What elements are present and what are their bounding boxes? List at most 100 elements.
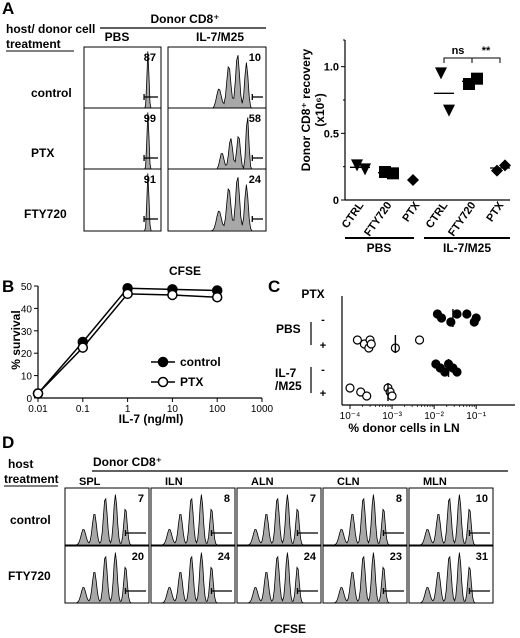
c-xtick-1: 10⁻³ xyxy=(382,411,402,422)
a-row-control: control xyxy=(31,86,72,100)
b-legend-marker-0 xyxy=(157,356,169,368)
b-xtick-5: 1000 xyxy=(251,404,274,415)
c-point-r0-3 xyxy=(452,309,462,319)
d-col-mln: MLN xyxy=(423,476,447,488)
a-point-0 xyxy=(351,159,363,172)
a-histogram-r0-c0: 87 xyxy=(83,46,162,110)
d-histogram-r0-c3-percent: 8 xyxy=(396,493,402,505)
d-col-iln: ILN xyxy=(165,476,183,488)
c-xtick-2: 10⁻² xyxy=(424,411,444,422)
c-point-r2-5 xyxy=(452,367,462,377)
d-row-fty720: FTY720 xyxy=(8,569,51,583)
a-cat-1: FTY720 xyxy=(362,200,394,239)
c-point-r0-5 xyxy=(469,317,479,327)
a-ylabel-2: (x10⁶) xyxy=(313,93,327,127)
c-group-m25: /M25 xyxy=(275,379,302,393)
a-point-8 xyxy=(471,72,483,85)
c-ptx-sign-1: + xyxy=(320,340,326,352)
c-point-r0-2 xyxy=(446,317,456,327)
d-histogram-r1-c1: 24 xyxy=(150,545,236,604)
c-header-ptx: PTX xyxy=(301,287,324,301)
panel-label-d: D xyxy=(2,433,14,452)
a-point-6 xyxy=(443,104,455,117)
a-sig-bracket-1 xyxy=(471,57,501,63)
a-histogram-r0-c1: 10 xyxy=(167,46,267,110)
c-point-r1-0 xyxy=(352,335,363,345)
c-group-il7: IL-7 xyxy=(275,366,297,380)
d-histogram-r1-c0: 20 xyxy=(64,545,150,604)
a-column-group: Donor CD8⁺ xyxy=(151,12,220,26)
a-col-il7: IL-7/M25 xyxy=(196,30,244,44)
b-ytick-1: 10 xyxy=(21,372,33,383)
a-row-header-2: treatment xyxy=(6,37,61,51)
a-cat-5: PTX xyxy=(484,199,506,224)
panel-label-a: A xyxy=(2,0,14,18)
panel-label-c: C xyxy=(268,277,280,296)
a-histogram-r0-c1-percent: 10 xyxy=(249,52,261,64)
a-col-pbs: PBS xyxy=(105,30,130,44)
c-point-r1-4 xyxy=(366,339,376,349)
c-xtick-0: 10⁻⁴ xyxy=(340,411,361,422)
d-column-group: Donor CD8⁺ xyxy=(93,455,162,469)
a-row-ptx: PTX xyxy=(31,146,54,160)
d-histogram-r0-c0-percent: 7 xyxy=(138,493,144,505)
b-ytick-4: 40 xyxy=(21,304,33,315)
d-histogram-r0-c2: 7 xyxy=(236,487,322,546)
c-xlabel: % donor cells in LN xyxy=(348,421,459,435)
a-row-header-1: host/ donor cell xyxy=(6,22,95,36)
d-row-header-1: host xyxy=(8,457,33,471)
a-ylabel-1: Donor CD8⁺ recovery xyxy=(299,48,313,171)
d-histogram-r0-c2-percent: 7 xyxy=(310,493,316,505)
b-ylabel: % survival xyxy=(9,310,23,369)
a-point-1 xyxy=(359,163,371,176)
c-xtick-3: 10⁻¹ xyxy=(466,411,486,422)
d-histogram-r1-c4: 31 xyxy=(408,545,494,604)
panel-label-b: B xyxy=(2,277,14,296)
b-legend-label-1: PTX xyxy=(180,375,203,389)
d-histogram-r1-c3: 23 xyxy=(322,545,408,604)
b-point-s1-1 xyxy=(77,342,89,353)
b-xlabel: IL-7 (ng/ml) xyxy=(119,412,184,426)
a-cat-3: CTRL xyxy=(424,200,451,231)
a-row-fty720: FTY720 xyxy=(24,207,67,221)
b-point-s1-3 xyxy=(167,289,178,301)
d-histogram-r1-c4-percent: 31 xyxy=(476,551,488,563)
c-ptx-sign-0: - xyxy=(321,314,325,326)
d-histogram-r0-c4: 10 xyxy=(408,487,494,546)
c-point-r0-1 xyxy=(436,313,447,323)
a-histogram-r2-c0: 91 xyxy=(83,168,162,232)
d-histogram-r0-c1-percent: 8 xyxy=(224,493,230,505)
a-sig-bracket-0 xyxy=(443,57,473,63)
d-histogram-r0-c1: 8 xyxy=(150,487,236,546)
a-histogram-r1-c1-percent: 58 xyxy=(249,113,261,125)
d-col-aln: ALN xyxy=(251,476,274,488)
b-ytick-0: 0 xyxy=(26,394,32,405)
c-point-r0-6 xyxy=(462,309,472,319)
d-x-label: CFSE xyxy=(274,622,306,636)
d-col-cln: CLN xyxy=(337,476,360,488)
c-point-r3-0 xyxy=(345,383,355,393)
a-ytick-1: 0.5 xyxy=(324,128,339,140)
d-histogram-r0-c0: 7 xyxy=(64,487,150,546)
a-group-il7: IL-7/M25 xyxy=(443,241,491,255)
c-point-r3-5 xyxy=(387,391,397,401)
d-histogram-r1-c2-percent: 24 xyxy=(304,551,317,563)
b-legend-label-0: control xyxy=(180,355,221,369)
c-point-r1-6 xyxy=(414,335,425,345)
b-xtick-2: 1 xyxy=(125,404,131,415)
b-ytick-2: 20 xyxy=(21,349,33,360)
c-point-r2-2 xyxy=(440,367,450,377)
b-ytick-3: 30 xyxy=(21,327,33,338)
c-group-pbs: PBS xyxy=(276,322,301,336)
a-ytick-2: 1.0 xyxy=(324,62,339,74)
b-xtick-4: 100 xyxy=(209,404,226,415)
b-point-s1-4 xyxy=(211,291,223,303)
b-xtick-0: 0.01 xyxy=(28,404,48,415)
a-histogram-r0-c0-percent: 87 xyxy=(144,52,156,64)
a-cat-4: FTY720 xyxy=(446,200,478,239)
a-histogram-r1-c1: 58 xyxy=(167,107,267,171)
a-histogram-r1-c0: 99 xyxy=(83,107,162,171)
d-histogram-r0-c3: 8 xyxy=(322,487,408,546)
b-xtick-3: 10 xyxy=(167,404,179,415)
a-sig-label-1: ** xyxy=(482,45,491,57)
